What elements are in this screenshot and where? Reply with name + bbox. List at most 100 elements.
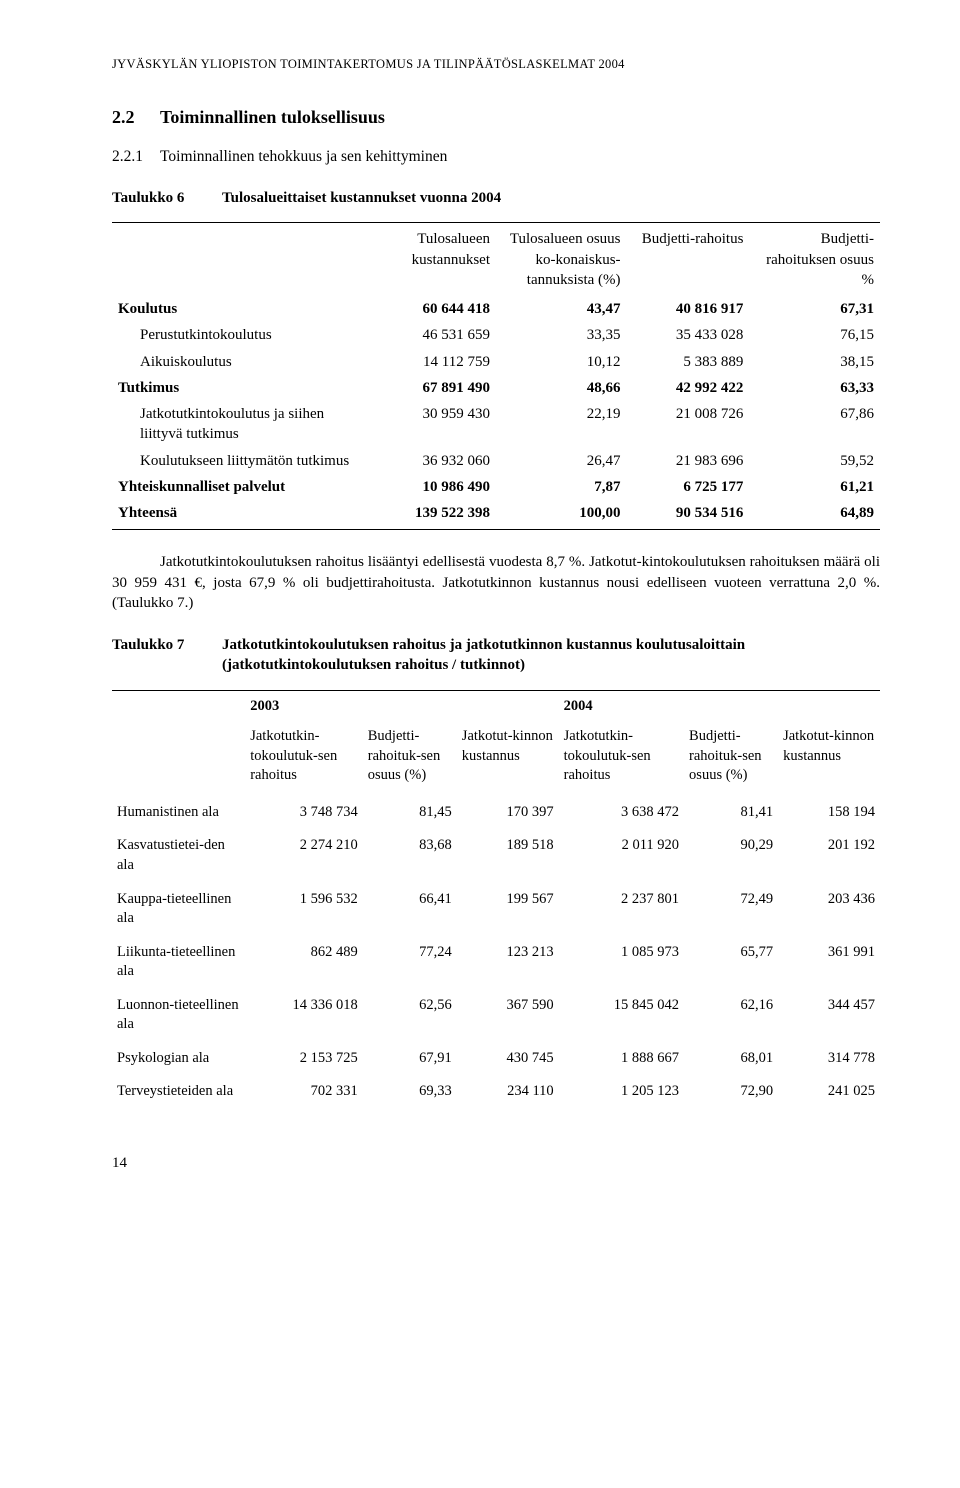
table-cell: 1 596 532 [245,883,363,936]
table-cell: 430 745 [457,1042,559,1076]
table-cell: 100,00 [496,500,627,530]
table-cell: 66,41 [363,883,457,936]
table-cell: 1 205 123 [559,1075,684,1109]
table-cell: 67,86 [749,401,880,448]
table-cell: 81,45 [363,796,457,830]
table-row-label: Tutkimus [112,375,365,401]
table-cell: 241 025 [778,1075,880,1109]
table-cell: 77,24 [363,936,457,989]
table-row-label: Aikuiskoulutus [112,349,365,375]
table-row-label: Jatkotutkintokoulutus ja siihen liittyvä… [112,401,365,448]
t6-col-2: Tulosalueen osuus ko-konaiskus-tannuksis… [496,223,627,296]
subsection-number: 2.2.1 [112,147,160,168]
table-cell: 62,16 [684,989,778,1042]
table-row-label: Luonnon-tieteellinen ala [112,989,245,1042]
table-cell: 6 725 177 [627,474,750,500]
table-cell: 67 891 490 [365,375,496,401]
table-cell: 62,56 [363,989,457,1042]
table-row-label: Terveystieteiden ala [112,1075,245,1109]
table-cell: 68,01 [684,1042,778,1076]
table-7-caption: Jatkotutkintokoulutuksen rahoitus ja jat… [222,635,880,676]
table-cell: 862 489 [245,936,363,989]
table-cell: 30 959 430 [365,401,496,448]
table-row-label: Koulutukseen liittymätön tutkimus [112,448,365,474]
table-cell: 367 590 [457,989,559,1042]
subsection-title: Toiminnallinen tehokkuus ja sen kehittym… [160,147,447,168]
t7-col-2: Budjetti-rahoituk-sen osuus (%) [363,724,457,796]
table-cell: 170 397 [457,796,559,830]
table-row-label: Yhteensä [112,500,365,530]
table-row-label: Humanistinen ala [112,796,245,830]
table-row-label: Yhteiskunnalliset palvelut [112,474,365,500]
table-cell: 59,52 [749,448,880,474]
t6-col-1: Tulosalueen kustannukset [365,223,496,296]
table-cell: 67,91 [363,1042,457,1076]
table-row-label: Liikunta-tieteellinen ala [112,936,245,989]
table-cell: 14 336 018 [245,989,363,1042]
table-cell: 3 638 472 [559,796,684,830]
table-cell: 139 522 398 [365,500,496,530]
section-number: 2.2 [112,105,160,129]
table-cell: 361 991 [778,936,880,989]
table-cell: 344 457 [778,989,880,1042]
table-cell: 90 534 516 [627,500,750,530]
table-cell: 72,49 [684,883,778,936]
table-cell: 90,29 [684,829,778,882]
table-cell: 10,12 [496,349,627,375]
table-cell: 67,31 [749,296,880,322]
table-cell: 15 845 042 [559,989,684,1042]
t6-col-3: Budjetti-rahoitus [627,223,750,296]
table-cell: 123 213 [457,936,559,989]
table-cell: 14 112 759 [365,349,496,375]
table-cell: 61,21 [749,474,880,500]
table-cell: 26,47 [496,448,627,474]
body-paragraph: Jatkotutkintokoulutuksen rahoitus lisään… [112,552,880,613]
table-cell: 158 194 [778,796,880,830]
table-row-label: Perustutkintokoulutus [112,322,365,348]
table-cell: 2 011 920 [559,829,684,882]
table-cell: 201 192 [778,829,880,882]
table-6-title: Taulukko 6 Tulosalueittaiset kustannukse… [112,188,880,208]
table-cell: 46 531 659 [365,322,496,348]
t7-col-3: Jatkotut-kinnon kustannus [457,724,559,796]
table-cell: 83,68 [363,829,457,882]
t7-year-2004: 2004 [559,690,880,724]
table-row-label: Psykologian ala [112,1042,245,1076]
table-cell: 1 085 973 [559,936,684,989]
table-6-prefix: Taulukko 6 [112,188,222,208]
table-cell: 203 436 [778,883,880,936]
table-cell: 189 518 [457,829,559,882]
table-cell: 42 992 422 [627,375,750,401]
table-cell: 10 986 490 [365,474,496,500]
table-cell: 21 008 726 [627,401,750,448]
t7-col-4: Jatkotutkin-tokoulutuk-sen rahoitus [559,724,684,796]
table-7-title: Taulukko 7 Jatkotutkintokoulutuksen raho… [112,635,880,676]
table-cell: 5 383 889 [627,349,750,375]
table-cell: 7,87 [496,474,627,500]
table-cell: 199 567 [457,883,559,936]
t7-col-1: Jatkotutkin-tokoulutuk-sen rahoitus [245,724,363,796]
table-cell: 38,15 [749,349,880,375]
table-cell: 60 644 418 [365,296,496,322]
table-cell: 48,66 [496,375,627,401]
table-cell: 35 433 028 [627,322,750,348]
table-cell: 21 983 696 [627,448,750,474]
table-cell: 3 748 734 [245,796,363,830]
t7-col-5: Budjetti-rahoituk-sen osuus (%) [684,724,778,796]
table-row-label: Koulutus [112,296,365,322]
table-cell: 1 888 667 [559,1042,684,1076]
subsection-heading: 2.2.1 Toiminnallinen tehokkuus ja sen ke… [112,147,880,168]
table-cell: 76,15 [749,322,880,348]
t6-col-0 [112,223,365,296]
table-cell: 64,89 [749,500,880,530]
table-cell: 72,90 [684,1075,778,1109]
table-cell: 2 237 801 [559,883,684,936]
table-cell: 65,77 [684,936,778,989]
table-cell: 40 816 917 [627,296,750,322]
t6-col-4: Budjetti-rahoituksen osuus % [749,223,880,296]
table-cell: 63,33 [749,375,880,401]
table-cell: 234 110 [457,1075,559,1109]
table-cell: 314 778 [778,1042,880,1076]
t7-year-2003: 2003 [245,690,558,724]
section-title: Toiminnallinen tuloksellisuus [160,105,385,129]
